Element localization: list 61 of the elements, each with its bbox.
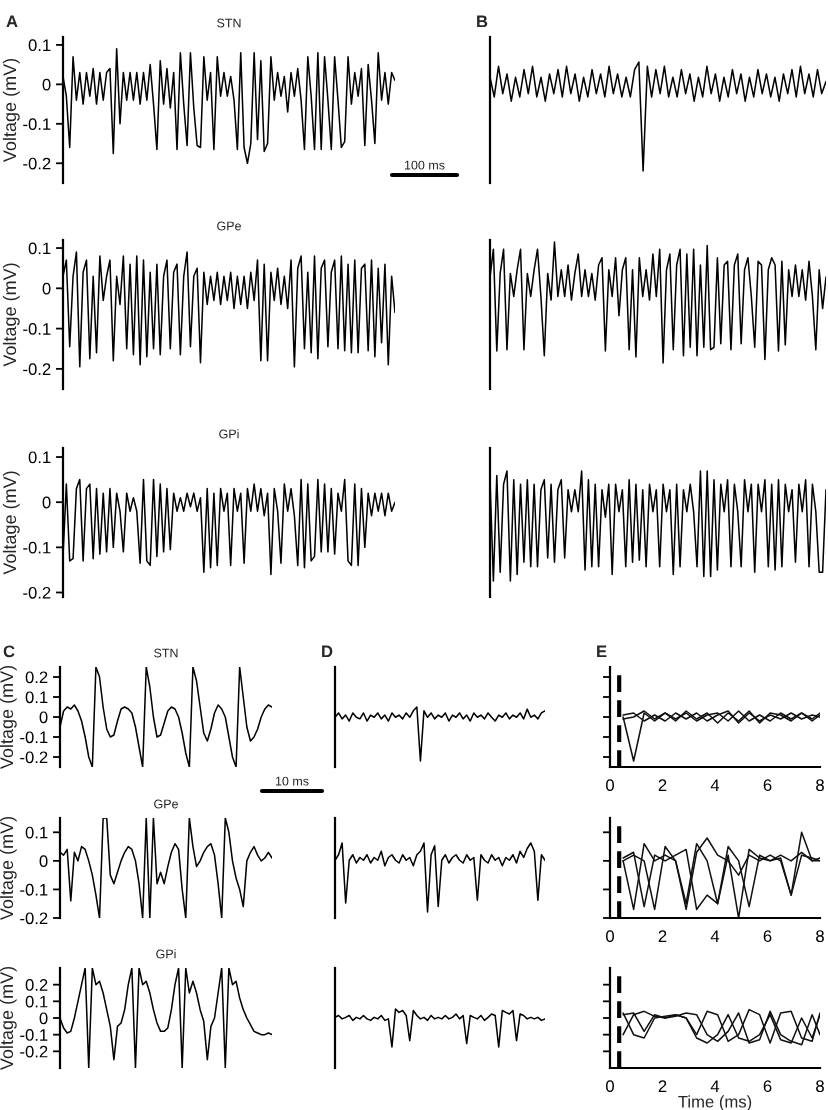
y-tick-label: -0.2 (23, 363, 51, 376)
y-tick-label: 0.2 (25, 671, 48, 684)
y-tick-label: 0 (42, 78, 51, 91)
y-tick-label: -0.1 (23, 323, 51, 335)
x-axis-title: Time (ms) (678, 1095, 752, 1110)
x-tick-label: 8 (816, 930, 824, 943)
y-axis-title: Voltage (mV) (0, 665, 17, 770)
x-tick-label: 0 (606, 779, 614, 792)
x-tick-label: 4 (710, 1080, 720, 1092)
y-tick-label: 0.2 (25, 979, 48, 991)
x-tick-label: 2 (658, 779, 667, 791)
x-tick-label: 6 (763, 779, 772, 792)
y-tick-label: -0.1 (20, 1029, 48, 1041)
x-tick-label: 6 (763, 930, 772, 943)
text: C (3, 645, 15, 658)
y-tick-label: -0.1 (23, 118, 51, 131)
x-tick-label: 8 (816, 779, 824, 792)
x-tick-label: 8 (816, 1080, 824, 1093)
chart-title: STN (154, 648, 178, 658)
y-axis-title: Voltage (mV) (2, 263, 20, 367)
y-tick-label: -0.2 (20, 1045, 48, 1058)
y-axis-title: Voltage (mV) (0, 816, 17, 921)
x-tick-label: 2 (658, 1080, 667, 1092)
y-tick-label: -0.2 (23, 157, 51, 170)
y-tick-label: 0.1 (28, 242, 51, 255)
y-axis-title: Voltage (mV) (2, 471, 20, 575)
text: B (477, 15, 488, 28)
x-tick-label: 0 (606, 930, 614, 943)
y-tick-label: -0.1 (23, 541, 51, 554)
y-tick-label: 0 (39, 855, 48, 868)
x-tick-label: 4 (710, 930, 720, 942)
y-tick-label: -0.2 (20, 751, 48, 764)
y-axis-title: Voltage (mV) (0, 966, 17, 1071)
chart-title: GPi (219, 429, 239, 439)
text: D (322, 645, 333, 658)
chart-title: GPi (156, 949, 176, 959)
text: 100 ms (404, 160, 445, 170)
x-tick-label: 4 (710, 779, 720, 791)
y-tick-label: 0.1 (25, 691, 48, 704)
y-tick-label: 0.1 (25, 826, 48, 839)
text: 10 ms (275, 776, 309, 786)
y-tick-label: -0.2 (20, 912, 48, 925)
text: A (6, 15, 18, 28)
y-axis-title: Voltage (mV) (2, 58, 20, 163)
y-tick-label: 0.1 (28, 39, 51, 52)
chart-title: GPe (154, 799, 178, 809)
y-tick-label: 0 (42, 282, 51, 295)
text: E (597, 645, 607, 658)
x-tick-label: 0 (606, 1080, 614, 1093)
x-tick-label: 6 (763, 1080, 772, 1093)
y-tick-label: 0 (42, 496, 51, 509)
y-tick-label: -0.2 (23, 586, 51, 599)
y-tick-label: 0.1 (25, 995, 48, 1008)
y-tick-label: -0.1 (20, 883, 48, 896)
chart-title: STN (217, 18, 241, 28)
y-tick-label: -0.1 (20, 731, 48, 744)
x-tick-label: 2 (658, 930, 667, 942)
y-tick-label: 0.1 (28, 451, 51, 464)
y-tick-label: 0 (39, 711, 48, 724)
y-tick-label: 0 (39, 1012, 48, 1025)
chart-title: GPe (217, 221, 241, 231)
